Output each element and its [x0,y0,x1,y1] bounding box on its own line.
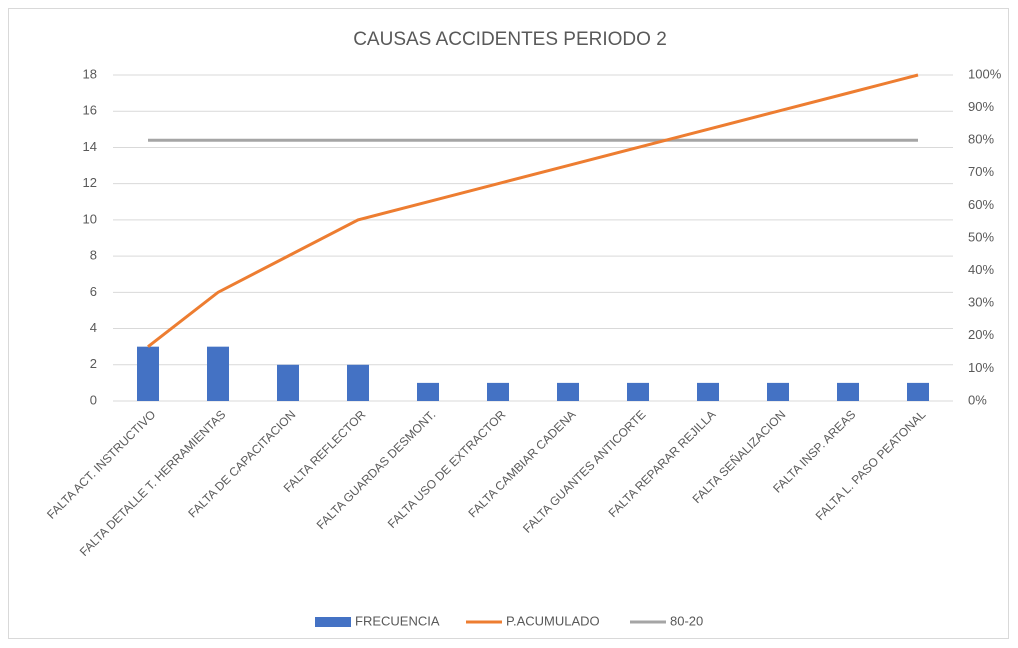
legend-label: P.ACUMULADO [506,613,600,628]
chart-title: CAUSAS ACCIDENTES PERIODO 2 [353,29,667,50]
y-tick-label: 16 [83,103,97,118]
y-tick-label: 8 [90,248,97,263]
y-tick-label: 0 [90,392,97,407]
y2-tick-label: 70% [968,164,994,179]
bar [627,382,649,401]
y2-tick-label: 100% [968,66,1002,81]
y-tick-label: 12 [83,175,97,190]
bar [557,382,579,401]
bar [837,382,859,401]
y-tick-label: 14 [83,139,97,154]
bar [487,382,509,401]
y-tick-label: 10 [83,211,97,226]
y-tick-label: 2 [90,356,97,371]
y2-tick-label: 50% [968,229,994,244]
y2-tick-label: 0% [968,392,987,407]
y2-tick-label: 10% [968,360,994,375]
y2-tick-label: 30% [968,295,994,310]
legend-swatch [315,617,351,627]
bar [767,382,789,401]
y2-tick-label: 60% [968,197,994,212]
bar [277,364,299,401]
bar [417,382,439,401]
legend-label: FRECUENCIA [355,613,440,628]
y-tick-label: 6 [90,284,97,299]
bar [347,364,369,401]
y2-tick-label: 80% [968,132,994,147]
y2-tick-label: 40% [968,262,994,277]
bar [907,382,929,401]
y2-tick-label: 90% [968,99,994,114]
bar [137,346,159,401]
line [147,73,919,348]
chart-border [8,8,1009,639]
bar [697,382,719,401]
legend-label: 80-20 [670,613,703,628]
y2-tick-label: 20% [968,327,994,342]
y-tick-label: 4 [90,320,97,335]
bar [207,346,229,401]
y-tick-label: 18 [83,66,97,81]
